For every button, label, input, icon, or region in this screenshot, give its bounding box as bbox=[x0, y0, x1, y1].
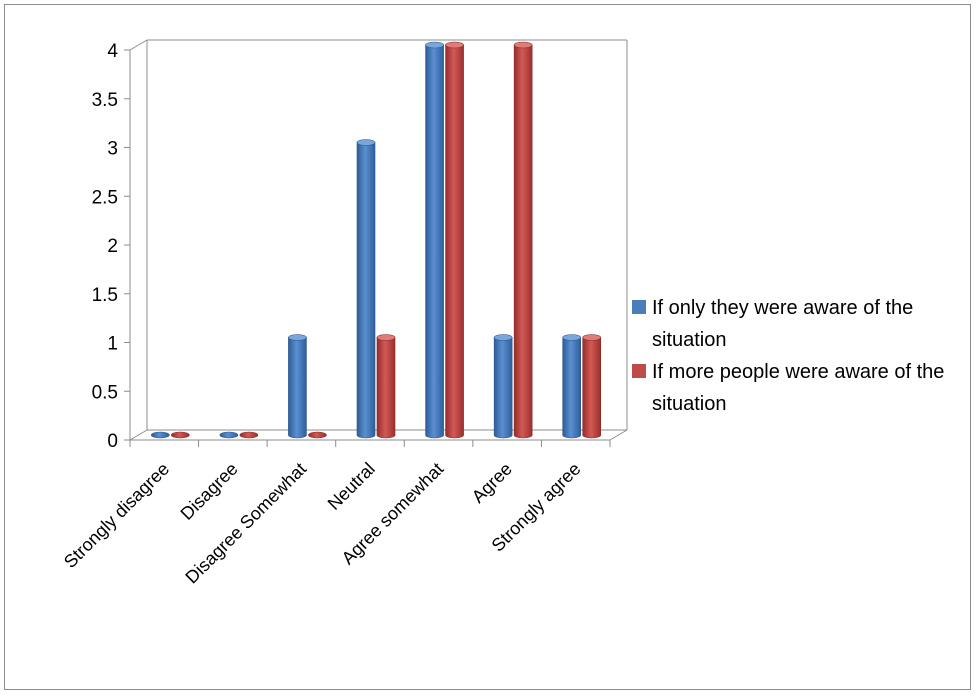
y-axis-ticks: 0 0.5 1 1.5 2 2.5 3 3.5 4 bbox=[92, 41, 611, 452]
bar-1-6 bbox=[562, 334, 582, 439]
y-tick-label: 1 bbox=[107, 334, 118, 355]
floor-left-edge bbox=[129, 429, 148, 441]
y-tick-label: 3 bbox=[107, 139, 118, 160]
bar-2-3 bbox=[376, 334, 396, 439]
bar-2-5 bbox=[513, 41, 533, 439]
legend-swatch-series-2 bbox=[632, 364, 646, 378]
legend-item-series-1: If only they were aware of the situation bbox=[630, 292, 960, 356]
bar-2-0 bbox=[170, 431, 190, 439]
floor-right-edge bbox=[609, 429, 628, 441]
x-category-label: Strongly disagree bbox=[60, 459, 173, 572]
legend-swatch-series-1 bbox=[632, 300, 646, 314]
bar-2-4 bbox=[445, 41, 464, 439]
bar-1-4 bbox=[425, 41, 444, 439]
bar-1-0 bbox=[150, 431, 170, 439]
y-tick-label: 0 bbox=[107, 431, 118, 452]
bar-1-1 bbox=[219, 431, 239, 439]
bar-1-3 bbox=[356, 139, 376, 439]
legend-item-series-2: If more people were aware of the situati… bbox=[630, 356, 960, 420]
y-tick-label: 4 bbox=[107, 41, 118, 62]
x-category-label: Disagree bbox=[177, 459, 242, 524]
y-axis-top-edge bbox=[129, 39, 148, 51]
y-tick-label: 0.5 bbox=[92, 382, 118, 403]
legend-label-series-1: If only they were aware of the situation bbox=[652, 297, 914, 351]
x-category-label: Disagree Somewhat bbox=[181, 459, 310, 588]
bars bbox=[150, 41, 602, 439]
bar-2-1 bbox=[239, 431, 259, 439]
y-tick-label: 2 bbox=[107, 236, 118, 257]
bar-1-5 bbox=[493, 334, 513, 439]
y-tick-label: 2.5 bbox=[92, 187, 118, 208]
y-tick-label: 1.5 bbox=[92, 285, 118, 306]
bar-2-2 bbox=[308, 431, 327, 439]
x-category-label: Neutral bbox=[324, 459, 379, 514]
bar-1-2 bbox=[288, 334, 307, 439]
chart-frame bbox=[4, 4, 971, 690]
legend-label-series-2: If more people were aware of the situati… bbox=[652, 361, 945, 415]
y-tick-label: 3.5 bbox=[92, 90, 118, 111]
chart-axes bbox=[129, 39, 628, 441]
chart-legend: If only they were aware of the situation… bbox=[630, 292, 960, 420]
x-category-label: Agree bbox=[468, 459, 516, 507]
bar-2-6 bbox=[582, 334, 602, 439]
